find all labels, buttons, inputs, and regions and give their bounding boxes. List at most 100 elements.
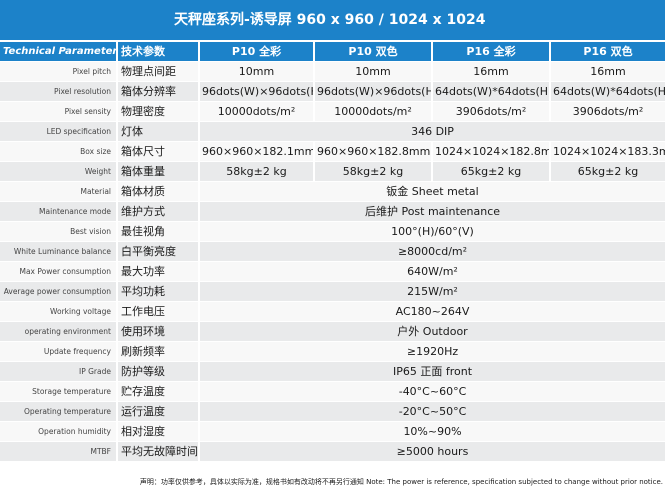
table-row: Working voltage 工作电压 AC180~264V	[0, 300, 665, 321]
table-row: Average power consumption 平均功耗 215W/m²	[0, 280, 665, 301]
header-param-en: Technical Parameter	[0, 42, 117, 61]
row-value-shared: ≥1920Hz	[198, 340, 665, 361]
table-row: Storage temperature 贮存温度 -40°C~60°C	[0, 380, 665, 401]
table-row: Max Power consumption 最大功率 640W/m²	[0, 260, 665, 281]
row-label-cn: 维护方式	[116, 200, 199, 221]
row-label-en: Weight	[0, 160, 117, 181]
row-label-en: White Luminance balance	[0, 240, 117, 261]
row-label-cn: 平均无故障时间	[116, 440, 199, 461]
header-model-p10-dual: P10 双色	[313, 42, 432, 61]
row-value-shared: 10%~90%	[198, 420, 665, 441]
row-value: 16mm	[431, 60, 550, 81]
row-value-shared: 100°(H)/60°(V)	[198, 220, 665, 241]
row-label-cn: 最佳视角	[116, 220, 199, 241]
row-label-en: MTBF	[0, 440, 117, 461]
row-label-cn: 运行温度	[116, 400, 199, 421]
table-row: operating environment 使用环境 户外 Outdoor	[0, 320, 665, 341]
row-label-en: Average power consumption	[0, 280, 117, 301]
row-label-en: Material	[0, 180, 117, 201]
row-value-shared: ≥8000cd/m²	[198, 240, 665, 261]
page-title: 天秤座系列-诱导屏 960 x 960 / 1024 x 1024	[0, 0, 665, 40]
row-label-cn: 相对湿度	[116, 420, 199, 441]
row-value-shared: ≥5000 hours	[198, 440, 665, 461]
row-value-shared: 户外 Outdoor	[198, 320, 665, 341]
row-label-cn: 防护等级	[116, 360, 199, 381]
row-label-cn: 贮存温度	[116, 380, 199, 401]
row-label-en: LED specification	[0, 120, 117, 141]
row-value: 960×960×182.1mm	[198, 140, 314, 161]
row-value: 1024×1024×182.8mm	[431, 140, 550, 161]
row-label-cn: 工作电压	[116, 300, 199, 321]
row-label-en: Storage temperature	[0, 380, 117, 401]
table-row: Operating temperature 运行温度 -20°C~50°C	[0, 400, 665, 421]
row-label-en: Update frequency	[0, 340, 117, 361]
table-row: Box size 箱体尺寸 960×960×182.1mm 960×960×182.8…	[0, 140, 665, 161]
row-value-shared: -40°C~60°C	[198, 380, 665, 401]
row-label-en: Pixel resolution	[0, 80, 117, 101]
row-value: 96dots(W)×96dots(H)	[313, 80, 432, 101]
row-value-shared: 钣金 Sheet metal	[198, 180, 665, 201]
row-label-en: Pixel sensity	[0, 100, 117, 121]
row-value: 10000dots/m²	[198, 100, 314, 121]
row-value: 10mm	[198, 60, 314, 81]
row-value: 65kg±2 kg	[431, 160, 550, 181]
row-label-cn: 物理点间距	[116, 60, 199, 81]
row-value: 960×960×182.8mm	[313, 140, 432, 161]
row-value: 96dots(W)×96dots(H)	[198, 80, 314, 101]
row-label-en: Operation humidity	[0, 420, 117, 441]
row-label-cn: 白平衡亮度	[116, 240, 199, 261]
table-row: IP Grade 防护等级 IP65 正面 front	[0, 360, 665, 381]
table-row: Best vision 最佳视角 100°(H)/60°(V)	[0, 220, 665, 241]
table-row: Update frequency 刷新频率 ≥1920Hz	[0, 340, 665, 361]
table-row: Pixel pitch 物理点间距 10mm 10mm 16mm 16mm	[0, 60, 665, 81]
row-label-cn: 使用环境	[116, 320, 199, 341]
row-value: 64dots(W)*64dots(H)	[431, 80, 550, 101]
row-label-cn: 平均功耗	[116, 280, 199, 301]
table-row: Material 箱体材质 钣金 Sheet metal	[0, 180, 665, 201]
row-value: 10000dots/m²	[313, 100, 432, 121]
table-row: Maintenance mode 维护方式 后维护 Post maintenance	[0, 200, 665, 221]
row-value-shared: IP65 正面 front	[198, 360, 665, 381]
row-label-cn: 灯体	[116, 120, 199, 141]
table-row: Weight 箱体重量 58kg±2 kg 58kg±2 kg 65kg±2 kg 65k…	[0, 160, 665, 181]
row-value-shared: 346 DIP	[198, 120, 665, 141]
row-label-en: operating environment	[0, 320, 117, 341]
table-row: Pixel resolution 箱体分辨率 96dots(W)×96dots(H)…	[0, 80, 665, 101]
table-row: LED specification 灯体 346 DIP	[0, 120, 665, 141]
spec-table-body: Pixel pitch 物理点间距 10mm 10mm 16mm 16mm Pixel re…	[0, 60, 665, 461]
row-value: 3906dots/m²	[549, 100, 665, 121]
header-model-p16-full: P16 全彩	[431, 42, 550, 61]
row-value: 10mm	[313, 60, 432, 81]
row-label-en: Best vision	[0, 220, 117, 241]
row-label-en: Operating temperature	[0, 400, 117, 421]
spec-table: Technical Parameter 技术参数 P10 全彩 P10 双色 P…	[0, 42, 665, 461]
row-label-en: Maintenance mode	[0, 200, 117, 221]
row-label-cn: 刷新频率	[116, 340, 199, 361]
row-label-cn: 箱体尺寸	[116, 140, 199, 161]
row-label-cn: 箱体重量	[116, 160, 199, 181]
row-value-shared: 215W/m²	[198, 280, 665, 301]
row-value: 64dots(W)*64dots(H)	[549, 80, 665, 101]
header-param-cn: 技术参数	[116, 42, 199, 61]
row-label-en: Max Power consumption	[0, 260, 117, 281]
row-label-en: Working voltage	[0, 300, 117, 321]
table-row: Pixel sensity 物理密度 10000dots/m² 10000dots/m…	[0, 100, 665, 121]
row-value-shared: 640W/m²	[198, 260, 665, 281]
footnote: 声明：功率仅供参考，具体以实际为准，规格书如有改动将不再另行通知 Note: T…	[139, 478, 663, 486]
row-value-shared: -20°C~50°C	[198, 400, 665, 421]
row-value: 16mm	[549, 60, 665, 81]
title-divider	[0, 40, 665, 42]
row-label-cn: 物理密度	[116, 100, 199, 121]
table-header-row: Technical Parameter 技术参数 P10 全彩 P10 双色 P…	[0, 42, 665, 61]
row-label-en: Box size	[0, 140, 117, 161]
row-value: 3906dots/m²	[431, 100, 550, 121]
table-row: Operation humidity 相对湿度 10%~90%	[0, 420, 665, 441]
row-label-cn: 箱体分辨率	[116, 80, 199, 101]
header-model-p10-full: P10 全彩	[198, 42, 314, 61]
row-value-shared: 后维护 Post maintenance	[198, 200, 665, 221]
row-label-en: Pixel pitch	[0, 60, 117, 81]
row-label-en: IP Grade	[0, 360, 117, 381]
row-label-cn: 最大功率	[116, 260, 199, 281]
table-row: MTBF 平均无故障时间 ≥5000 hours	[0, 440, 665, 461]
header-model-p16-dual: P16 双色	[549, 42, 665, 61]
